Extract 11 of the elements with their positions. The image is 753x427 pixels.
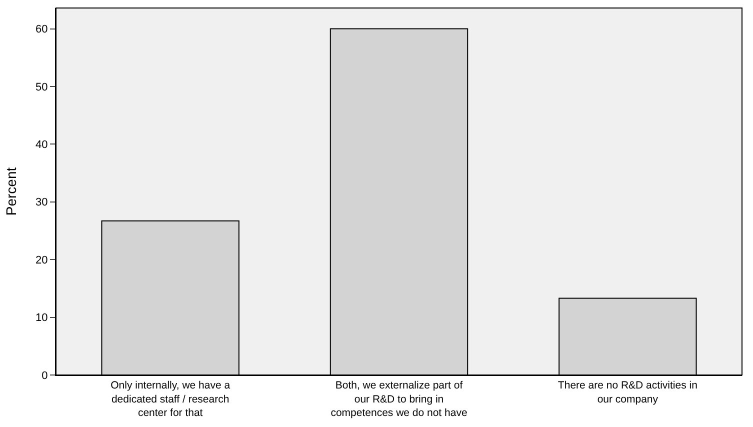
- y-axis-title: Percent: [3, 167, 20, 216]
- y-tick-label: 0: [42, 370, 48, 382]
- y-tick-label: 40: [36, 139, 48, 152]
- y-tick-label: 60: [36, 24, 48, 36]
- y-tick-label: 20: [36, 254, 48, 266]
- y-tick-label: 30: [36, 196, 48, 209]
- x-tick-label: There are no R&D activities in our company: [558, 380, 698, 406]
- y-tick-label: 10: [36, 312, 48, 324]
- y-tick-label: 50: [36, 81, 48, 94]
- x-tick-label: Both, we externalize part of our R&D to bring in competences we do not have: [330, 380, 468, 419]
- x-tick-label: Only internally, we have a dedicated staff / research center for that: [110, 380, 230, 419]
